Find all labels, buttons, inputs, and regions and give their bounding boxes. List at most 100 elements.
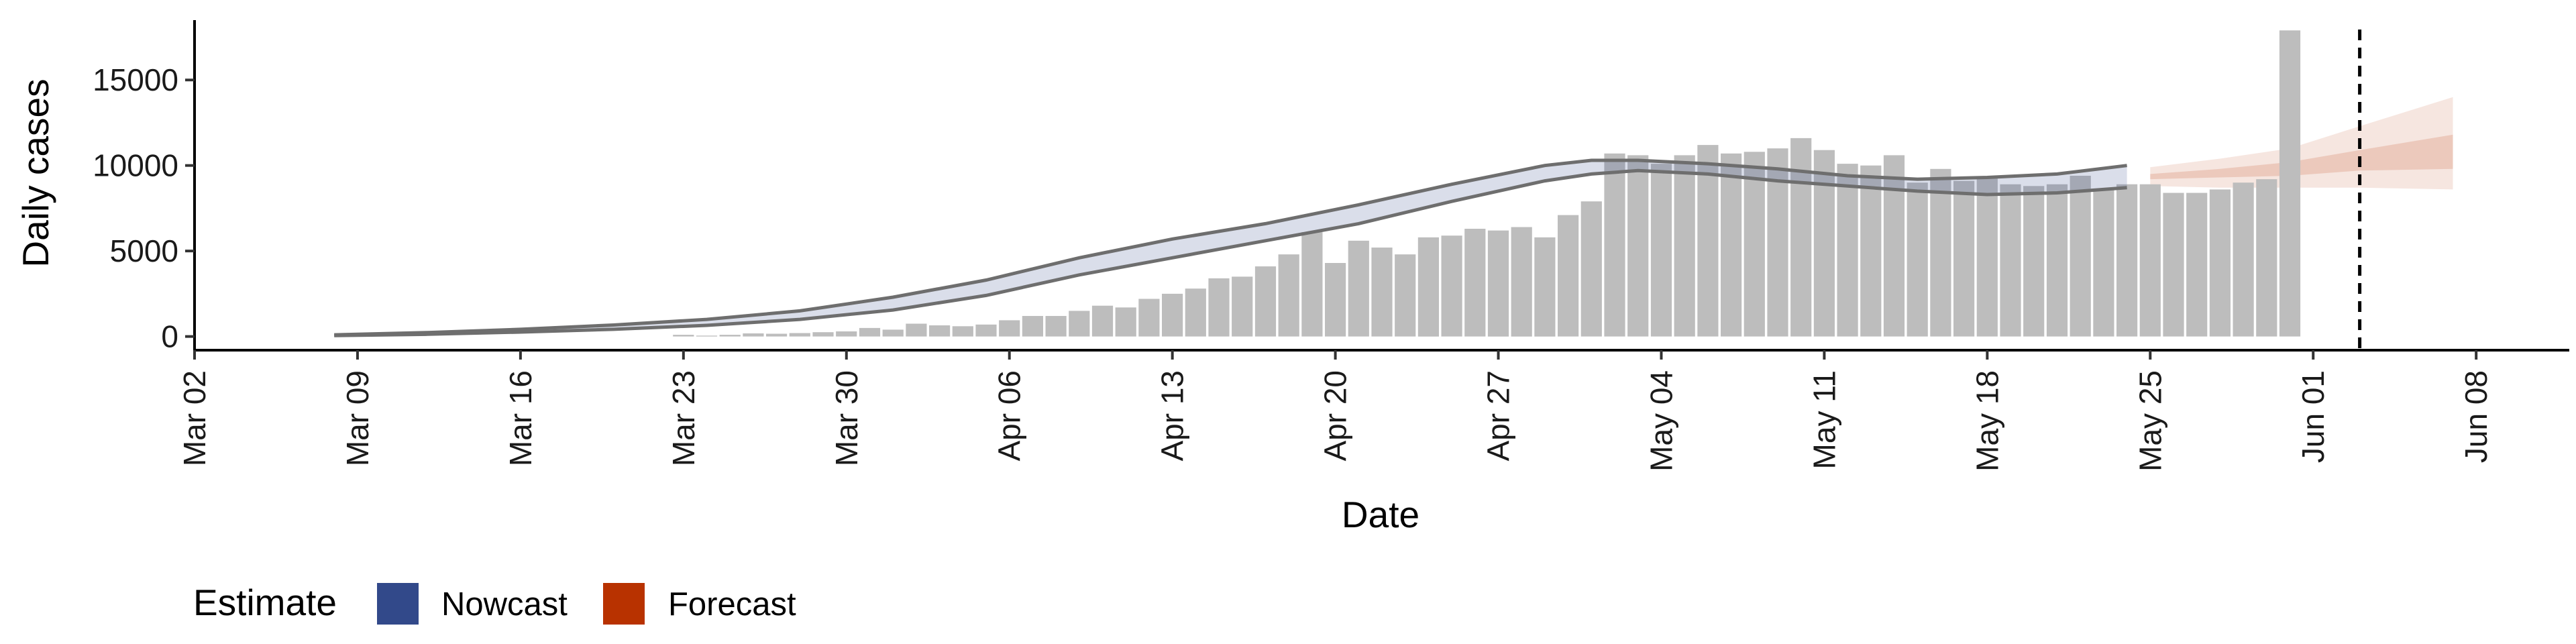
bar [1860, 165, 1882, 337]
bar [2256, 179, 2277, 337]
bar [2070, 176, 2091, 337]
x-tick-label: Apr 13 [1155, 370, 1190, 462]
bar [1580, 201, 1602, 337]
bar [1790, 138, 1812, 337]
bar [1069, 311, 1090, 337]
y-axis-title: Daily cases [15, 78, 56, 267]
x-tick-label: Jun 01 [2296, 370, 2330, 463]
bar [1371, 248, 1393, 337]
line-layer [334, 30, 2362, 350]
bar [1534, 237, 1556, 337]
bar [836, 331, 857, 337]
bar [2000, 184, 2021, 337]
bar-layer [673, 30, 2301, 337]
legend: Estimate Nowcast Forecast [193, 582, 796, 625]
forecast-inner-ribbon [2150, 134, 2453, 180]
ribbon-layer [2150, 97, 2453, 190]
bar [1022, 316, 1043, 337]
legend-swatch-nowcast [377, 583, 419, 625]
bar [1417, 237, 1439, 337]
bar [1743, 152, 1765, 337]
bar [2163, 193, 2184, 337]
bar [2186, 193, 2208, 337]
x-tick-label: Jun 08 [2459, 370, 2493, 463]
bar [1185, 288, 1206, 337]
x-tick-label: Mar 09 [340, 370, 375, 466]
bar [1278, 254, 1299, 337]
bar [1325, 263, 1346, 337]
x-tick-label: Mar 02 [177, 370, 212, 466]
x-axis-title: Date [1342, 494, 1419, 535]
bar [1976, 177, 1998, 337]
bar [1813, 150, 1835, 337]
x-tick-label: Mar 30 [829, 370, 864, 466]
x-tick-label: Apr 06 [992, 370, 1027, 462]
bar [1627, 155, 1649, 337]
legend-label-nowcast: Nowcast [441, 586, 568, 623]
bar [1138, 299, 1160, 337]
bar [1232, 276, 1253, 337]
bar [1254, 266, 1277, 337]
bar [1697, 145, 1719, 337]
bar [1953, 180, 1975, 337]
bar [882, 329, 904, 337]
x-tick-label: Apr 27 [1481, 370, 1516, 462]
bar [1348, 240, 1369, 337]
bar [766, 333, 788, 337]
bar [1558, 215, 1579, 337]
bar [2279, 30, 2301, 337]
bar [2093, 189, 2114, 337]
bar [1464, 229, 1486, 337]
legend-label-forecast: Forecast [668, 586, 796, 623]
bar [929, 325, 951, 337]
bar [1721, 153, 1742, 337]
axes-layer: 0 5000 10000 15000 Mar 02 Mar 09 Mar 16 Mar 23 M… [93, 20, 2569, 472]
bar [1674, 155, 1695, 337]
x-tick-label: May 11 [1807, 370, 1841, 469]
bar [743, 333, 764, 337]
legend-title: Estimate [193, 582, 337, 623]
legend-swatch-forecast [603, 583, 645, 625]
bar [673, 335, 694, 337]
bar [2023, 186, 2045, 337]
bar [2116, 184, 2138, 337]
bar [1930, 168, 1951, 337]
y-tick-label: 10000 [93, 148, 178, 183]
bar [1837, 164, 1858, 337]
bar [719, 335, 741, 337]
bar [1301, 232, 1323, 337]
bar [1045, 316, 1067, 337]
bar [1208, 278, 1230, 337]
x-tick-label: May 18 [1970, 370, 2004, 472]
bar [1162, 293, 1183, 337]
bar [1115, 307, 1136, 337]
bar [859, 327, 881, 337]
bar [2209, 189, 2231, 337]
bar [2046, 184, 2068, 337]
y-tick-label: 0 [161, 319, 178, 354]
x-tick-label: Mar 16 [503, 370, 538, 466]
bar [906, 323, 927, 337]
bar [2139, 184, 2161, 337]
bar [1650, 164, 1672, 337]
bar [1883, 155, 1905, 337]
x-tick-label: May 04 [1644, 370, 1679, 472]
y-tick-label: 15000 [93, 62, 178, 97]
forecast-outer-ribbon [2150, 97, 2453, 190]
x-tick-label: Apr 20 [1318, 370, 1353, 462]
bar [1604, 153, 1625, 337]
bar [696, 335, 718, 337]
x-tick-label: May 25 [2133, 370, 2167, 472]
bar [975, 324, 997, 337]
bar [2233, 182, 2254, 337]
bar [812, 332, 834, 337]
bar [952, 326, 973, 337]
bar [1487, 230, 1509, 337]
y-tick-label: 5000 [110, 233, 178, 268]
nowcast-lower-line [334, 168, 2127, 337]
bar [1395, 254, 1416, 337]
x-tick-label: Mar 23 [666, 370, 701, 466]
bar [1907, 182, 1928, 337]
